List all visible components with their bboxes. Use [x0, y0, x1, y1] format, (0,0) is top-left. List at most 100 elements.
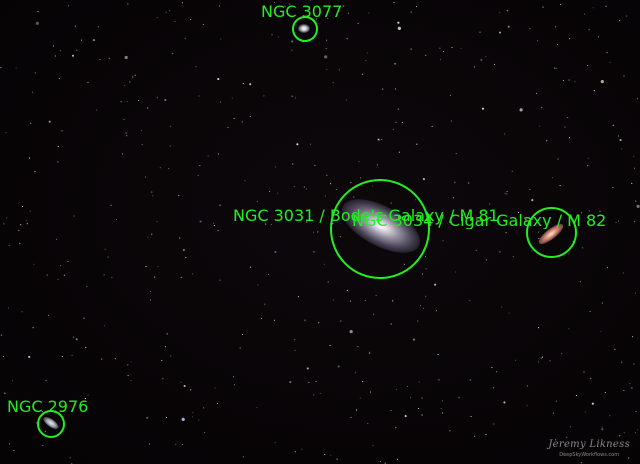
star [376, 164, 378, 166]
star [421, 397, 423, 399]
star [0, 67, 2, 69]
star [397, 108, 399, 110]
star [589, 311, 591, 313]
star [174, 20, 176, 23]
star [26, 223, 28, 225]
star [168, 167, 170, 169]
star [324, 195, 326, 197]
star [504, 133, 506, 135]
star [629, 382, 631, 385]
star [581, 212, 583, 214]
star [633, 155, 635, 157]
star [567, 117, 569, 119]
star [372, 444, 374, 447]
star [338, 69, 340, 71]
star [599, 210, 601, 212]
star [190, 18, 192, 21]
star [531, 199, 534, 202]
star [326, 39, 328, 41]
star [365, 59, 367, 61]
star [5, 132, 7, 134]
star [182, 248, 185, 252]
star [161, 359, 163, 361]
star [401, 121, 403, 124]
star [129, 81, 131, 83]
ngc3031-label: NGC 3031 / Bode's Galaxy / M 81 [233, 206, 499, 225]
star [60, 265, 62, 267]
star [529, 189, 531, 191]
star [619, 435, 621, 437]
star [415, 6, 418, 8]
star [277, 192, 279, 194]
star [531, 250, 533, 252]
star [132, 76, 134, 78]
star [582, 247, 584, 249]
star [227, 126, 229, 129]
star [601, 428, 604, 431]
star [473, 66, 475, 68]
star [329, 344, 331, 347]
star [220, 101, 222, 103]
star [537, 361, 539, 363]
star [325, 47, 327, 49]
star [192, 273, 194, 275]
star [626, 15, 628, 17]
star [485, 55, 487, 57]
star [449, 94, 451, 96]
star [293, 185, 295, 188]
star [379, 460, 381, 462]
star [141, 130, 143, 132]
star [58, 78, 60, 80]
star [242, 456, 244, 458]
star [203, 407, 205, 409]
star [289, 381, 292, 384]
star [499, 11, 501, 14]
star [468, 182, 470, 184]
star [181, 444, 183, 446]
star [395, 388, 397, 391]
star [291, 95, 293, 97]
star [358, 161, 360, 163]
star [157, 265, 159, 268]
star [18, 229, 20, 232]
star [593, 90, 595, 92]
star [315, 380, 317, 383]
star [270, 223, 272, 225]
star [562, 80, 564, 82]
star [92, 39, 95, 42]
star [12, 380, 14, 382]
star [499, 251, 501, 253]
star [575, 395, 577, 397]
star [506, 193, 508, 195]
star [32, 91, 34, 93]
star [423, 307, 425, 309]
star [103, 274, 105, 276]
star [418, 407, 420, 409]
star [151, 191, 153, 193]
star [120, 101, 122, 103]
star [549, 360, 551, 362]
star [324, 453, 326, 455]
star [590, 377, 592, 379]
star [99, 59, 101, 61]
star [496, 371, 498, 373]
star [159, 167, 161, 169]
star [34, 72, 36, 74]
star [609, 61, 611, 63]
star [417, 320, 419, 322]
site-text: DeepSkyWorkflows.com [559, 452, 620, 458]
star [20, 224, 22, 226]
star [561, 353, 563, 355]
star [7, 307, 10, 309]
star [217, 230, 219, 232]
star [42, 445, 44, 447]
star [134, 74, 136, 76]
star [435, 310, 438, 312]
star [15, 67, 17, 69]
star [493, 423, 495, 425]
star [154, 276, 156, 278]
star [506, 190, 508, 193]
star [180, 381, 182, 383]
star [454, 271, 456, 273]
star [419, 305, 422, 307]
